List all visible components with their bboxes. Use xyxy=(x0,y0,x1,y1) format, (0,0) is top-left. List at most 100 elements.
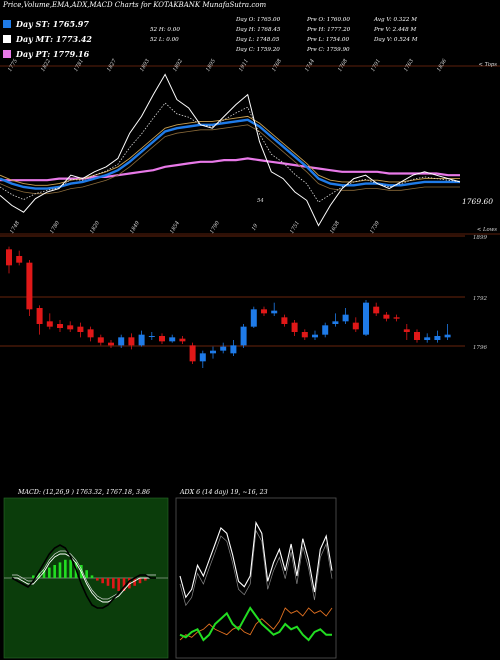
candle-body xyxy=(291,322,298,332)
bottom-label: 1820 xyxy=(89,220,101,235)
candle-body xyxy=(240,326,247,346)
macd-hist-bar xyxy=(112,578,115,589)
candle-body xyxy=(332,321,339,324)
legend-label-pt: Day PT: 1779.16 xyxy=(16,48,90,59)
stat-52w-high: 52 H: 0.00 xyxy=(150,27,180,33)
candle-body xyxy=(6,249,12,266)
macd-hist-bar xyxy=(128,578,131,589)
top-label: 1822 xyxy=(40,58,52,73)
bottom-label: 1854 xyxy=(169,220,181,235)
adx-header: ADX 6 (14 day) 19, ~16, 23 xyxy=(180,489,268,496)
ema-aux-line xyxy=(0,115,460,186)
candle-body xyxy=(57,324,63,328)
legend-mt: Day MT: 1773.42 xyxy=(3,32,92,45)
macd-hist-bar xyxy=(64,559,67,578)
top-label: 1911 xyxy=(238,58,250,73)
macd-hist-bar xyxy=(85,570,88,578)
stat-day-open: Day O: 1765.00 xyxy=(236,17,281,23)
top-label: 1768 xyxy=(337,58,349,73)
legend-label-st: Day ST: 1765.97 xyxy=(16,18,89,29)
bottom-label: 1739 xyxy=(369,220,381,235)
candle-body xyxy=(148,336,155,337)
bottom-label: 1780 xyxy=(49,220,61,235)
candle-body xyxy=(363,302,369,335)
candle-body xyxy=(403,329,410,332)
page-title: Price,Volume,EMA,ADX,MACD Charts for KOT… xyxy=(3,1,267,9)
candle-body xyxy=(128,337,135,346)
candle-body xyxy=(230,345,237,354)
price-line xyxy=(0,73,461,227)
candle-body xyxy=(383,314,390,319)
candle-body xyxy=(189,345,196,362)
stat-52w-low: 52 L: 0.00 xyxy=(150,37,179,43)
stat-avg-volume: Avg V: 0.322 M xyxy=(374,17,417,23)
top-label: 1893 xyxy=(139,58,151,73)
candle-body xyxy=(67,325,74,330)
bottom-label: 1790 xyxy=(209,220,221,235)
macd-hist-bar xyxy=(32,575,35,578)
legend-swatch-mt xyxy=(3,34,11,43)
candle-body xyxy=(46,321,53,327)
top-label: 1836 xyxy=(436,58,448,73)
candle-body xyxy=(414,332,420,340)
top-label: 1781 xyxy=(73,58,85,73)
candle-body xyxy=(199,353,206,362)
candle-body xyxy=(87,329,94,338)
small-label: 54 xyxy=(257,198,264,204)
top-label: 1895 xyxy=(205,58,217,73)
stat-prev-volume: Pre V: 2.448 M xyxy=(374,27,417,33)
candle-body xyxy=(179,338,186,342)
ema-pt-line xyxy=(0,157,460,182)
level-label: 1899 xyxy=(473,235,488,241)
macd-hist-bar xyxy=(133,578,136,586)
candle-body xyxy=(26,262,33,310)
stat-prev-high: Pre H: 1777.20 xyxy=(307,27,351,33)
candle-body xyxy=(301,332,308,338)
candle-body xyxy=(36,308,43,324)
candle-body xyxy=(159,336,165,342)
adx-line xyxy=(179,606,332,642)
macd-hist-bar xyxy=(144,578,147,581)
candle-body xyxy=(210,350,216,354)
candle-body xyxy=(97,337,104,343)
candle-body xyxy=(138,334,145,346)
candle-panel: 1899 1792 1796 xyxy=(0,235,488,368)
bottom-label: 1849 xyxy=(129,220,141,235)
adx-aux-line xyxy=(179,529,333,607)
legend-pt: Day PT: 1779.16 xyxy=(3,47,89,60)
ema-aux2-line xyxy=(0,124,460,195)
bottom-label: 1751 xyxy=(289,220,301,235)
legend-st: Day ST: 1765.97 xyxy=(3,17,89,30)
top-label: 1791 xyxy=(370,58,382,73)
candle-body xyxy=(77,326,84,332)
candle-body xyxy=(16,256,23,263)
macd-panel xyxy=(3,497,169,659)
adx-plus-di-line xyxy=(179,520,333,599)
ema-dotted-line xyxy=(0,102,461,203)
stat-day-close: Day C: 1759.20 xyxy=(236,47,280,53)
top-label: 1763 xyxy=(403,58,415,73)
last-value-label: 1769.60 xyxy=(462,197,493,206)
bottom-label: 19 xyxy=(251,223,260,232)
candle-body xyxy=(108,342,114,346)
top-label: 1744 xyxy=(304,58,316,73)
macd-hist-bar xyxy=(96,578,99,581)
macd-hist-bar xyxy=(122,578,126,591)
candle-body xyxy=(444,334,451,338)
price-ema-panel: < Tops < Lows 1775 1822 1781 1827 1893 1892 1895… xyxy=(0,58,500,235)
macd-hist-bar xyxy=(106,578,110,586)
candle-body xyxy=(169,337,176,342)
macd-signal-line xyxy=(12,553,156,603)
macd-hist-bar xyxy=(101,578,104,584)
candle-body xyxy=(352,322,359,330)
adx-panel xyxy=(175,497,337,659)
top-label: 1775 xyxy=(7,58,19,73)
lows-tag: < Lows xyxy=(477,227,497,233)
candle-body xyxy=(424,337,431,340)
top-label: 1892 xyxy=(172,58,184,73)
macd-hist-bar xyxy=(53,565,56,578)
legend-swatch-st xyxy=(3,19,11,28)
macd-hist-bar xyxy=(48,567,51,578)
candle-body xyxy=(281,317,288,324)
